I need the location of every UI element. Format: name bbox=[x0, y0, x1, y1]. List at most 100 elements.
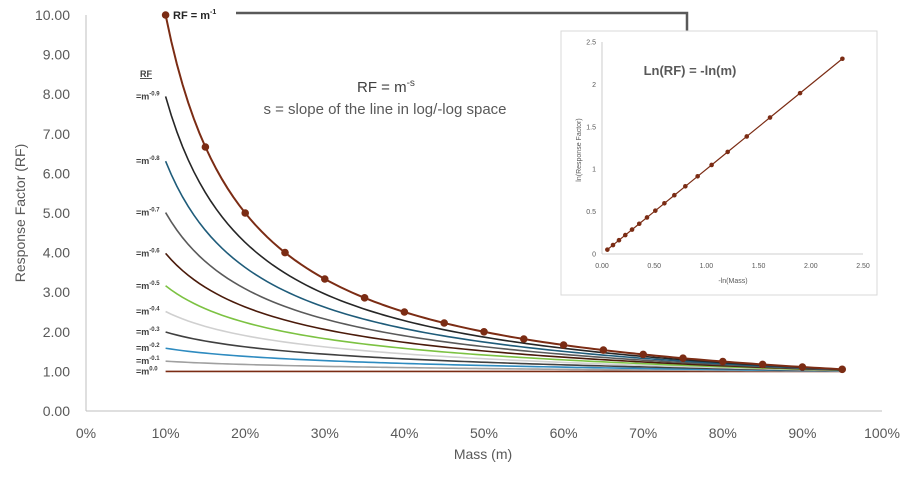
data-point bbox=[281, 248, 289, 257]
y-tick-label: 0.00 bbox=[43, 403, 70, 419]
inset-x-tick-label: 2.50 bbox=[856, 263, 870, 270]
y-tick-label: 4.00 bbox=[43, 245, 70, 261]
inset-title: Ln(RF) = -ln(m) bbox=[644, 63, 737, 78]
inset-axes bbox=[601, 42, 863, 255]
y-tick-label: 10.00 bbox=[35, 7, 70, 23]
data-point bbox=[321, 275, 329, 283]
data-point bbox=[241, 209, 249, 217]
inset-y-tick-label: 1.5 bbox=[586, 124, 596, 131]
inset-series-group bbox=[605, 56, 845, 252]
equation-subtitle: s = slope of the line in log/-log space bbox=[263, 101, 506, 118]
x-tick-label: 10% bbox=[152, 425, 180, 441]
data-point bbox=[719, 357, 727, 366]
x-tick-label: 40% bbox=[390, 425, 418, 441]
inset-tick-labels: 0.00 0.50 1.00 1.50 2.00 2.50 0 0.5 1 1.5 2 2.5 bbox=[586, 40, 870, 271]
x-tick-label: 0% bbox=[76, 425, 96, 441]
inset-frame bbox=[560, 30, 878, 296]
inset-data-point bbox=[672, 192, 677, 198]
y-tick-label: 1.00 bbox=[43, 363, 70, 379]
inset-x-tick-label: 1.00 bbox=[700, 263, 714, 270]
inset-data-point bbox=[709, 162, 714, 168]
inset-data-point bbox=[610, 242, 616, 248]
inset-y-tick-label: 0.5 bbox=[586, 209, 596, 216]
data-point bbox=[599, 346, 608, 354]
curve-label-s0.5: =m-0.5 bbox=[136, 281, 160, 291]
inset-data-point bbox=[840, 56, 845, 62]
x-tick-label: 60% bbox=[550, 425, 578, 441]
x-tick-label: 50% bbox=[470, 425, 498, 441]
x-tick-label: 90% bbox=[788, 425, 816, 441]
data-point bbox=[480, 328, 488, 336]
y-tick-label: 3.00 bbox=[43, 284, 70, 300]
y-tick-label: 8.00 bbox=[43, 86, 70, 102]
main-axes bbox=[85, 15, 882, 412]
x-tick-label: 20% bbox=[231, 425, 259, 441]
inset-y-axis-title: ln(Response Factor) bbox=[576, 118, 583, 181]
data-point bbox=[559, 341, 568, 349]
series-line-s0.2 bbox=[165, 347, 843, 372]
series-line-s0.7 bbox=[164, 212, 843, 371]
curve-label-s0.3: =m-0.3 bbox=[136, 327, 160, 337]
equation-main: RF = m-s bbox=[357, 78, 415, 96]
curve-labels: =m-0.9 =m-0.8 =m-0.7 =m-0.6 =m-0.5 =m-0.4 =m-0… bbox=[136, 91, 160, 376]
y-tick-label: 6.00 bbox=[43, 165, 70, 181]
y-axis-title: Response Factor (RF) bbox=[12, 144, 28, 282]
legend-title: RF bbox=[140, 69, 152, 79]
curve-label-s0.4: =m-0.4 bbox=[136, 307, 160, 317]
inset-data-point bbox=[616, 237, 622, 243]
y-tick-label: 5.00 bbox=[43, 205, 70, 221]
y-tick-label: 9.00 bbox=[43, 47, 70, 63]
inset-data-point bbox=[767, 115, 773, 120]
inset-data-point bbox=[629, 227, 635, 232]
rf-top-label: RF = m-1 bbox=[173, 9, 216, 22]
data-point bbox=[679, 354, 687, 363]
inset-data-point bbox=[636, 221, 642, 227]
series-line-s0.5 bbox=[165, 285, 843, 372]
curve-label-s0.2: =m-0.2 bbox=[136, 343, 160, 353]
curve-label-s0: =m0.0 bbox=[136, 366, 158, 376]
inset-y-tick-label: 2 bbox=[592, 82, 596, 89]
curve-label-s0.6: =m-0.6 bbox=[136, 248, 160, 258]
data-point bbox=[639, 350, 647, 359]
inset-data-point bbox=[644, 215, 650, 220]
data-point bbox=[798, 363, 807, 371]
inset-y-tick-label: 1 bbox=[592, 167, 596, 174]
data-point bbox=[520, 335, 528, 343]
inset-x-tick-label: 0.00 bbox=[595, 263, 609, 270]
inset-x-axis-title: -ln(Mass) bbox=[718, 278, 747, 285]
data-point bbox=[440, 319, 449, 327]
series-line-s0.4 bbox=[165, 310, 843, 372]
curve-label-s0.8: =m-0.8 bbox=[136, 156, 160, 166]
series-line-s0.6 bbox=[165, 252, 843, 371]
inset-data-point bbox=[605, 247, 610, 252]
series-line-s0.1 bbox=[165, 360, 843, 372]
data-point bbox=[758, 360, 767, 369]
main-series-group bbox=[161, 11, 846, 374]
inset-x-tick-label: 2.00 bbox=[804, 263, 818, 270]
inset-y-tick-label: 0 bbox=[592, 252, 596, 259]
data-point bbox=[201, 143, 210, 151]
inset-data-point bbox=[725, 149, 730, 155]
x-tick-label: 30% bbox=[311, 425, 339, 441]
main-x-tick-labels: 0% 10% 20% 30% 40% 50% 60% 70% 80% 90% 100% bbox=[76, 425, 900, 441]
series-line-s0.9 bbox=[164, 96, 843, 371]
inset-data-point bbox=[622, 232, 628, 238]
inset-data-point bbox=[653, 208, 658, 213]
inset-y-tick-label: 2.5 bbox=[586, 40, 596, 47]
inset-data-point bbox=[744, 134, 750, 139]
series-line-s0.8 bbox=[164, 160, 843, 371]
x-axis-title: Mass (m) bbox=[454, 446, 512, 462]
inset-data-point bbox=[683, 183, 688, 189]
main-y-tick-labels: 0.00 1.00 2.00 3.00 4.00 5.00 6.00 7.00 8.00 9.00… bbox=[35, 7, 70, 419]
inset-x-tick-label: 1.50 bbox=[752, 263, 766, 270]
inset-data-point bbox=[662, 201, 667, 206]
data-point bbox=[360, 294, 369, 302]
curve-label-s0.1: =m-0.1 bbox=[136, 356, 160, 366]
x-tick-label: 80% bbox=[709, 425, 737, 441]
series-line-s0.3 bbox=[165, 331, 843, 372]
y-tick-label: 7.00 bbox=[43, 126, 70, 142]
series-line-s1 bbox=[164, 14, 843, 371]
curve-label-s0.7: =m-0.7 bbox=[136, 208, 160, 218]
x-tick-label: 100% bbox=[864, 425, 900, 441]
